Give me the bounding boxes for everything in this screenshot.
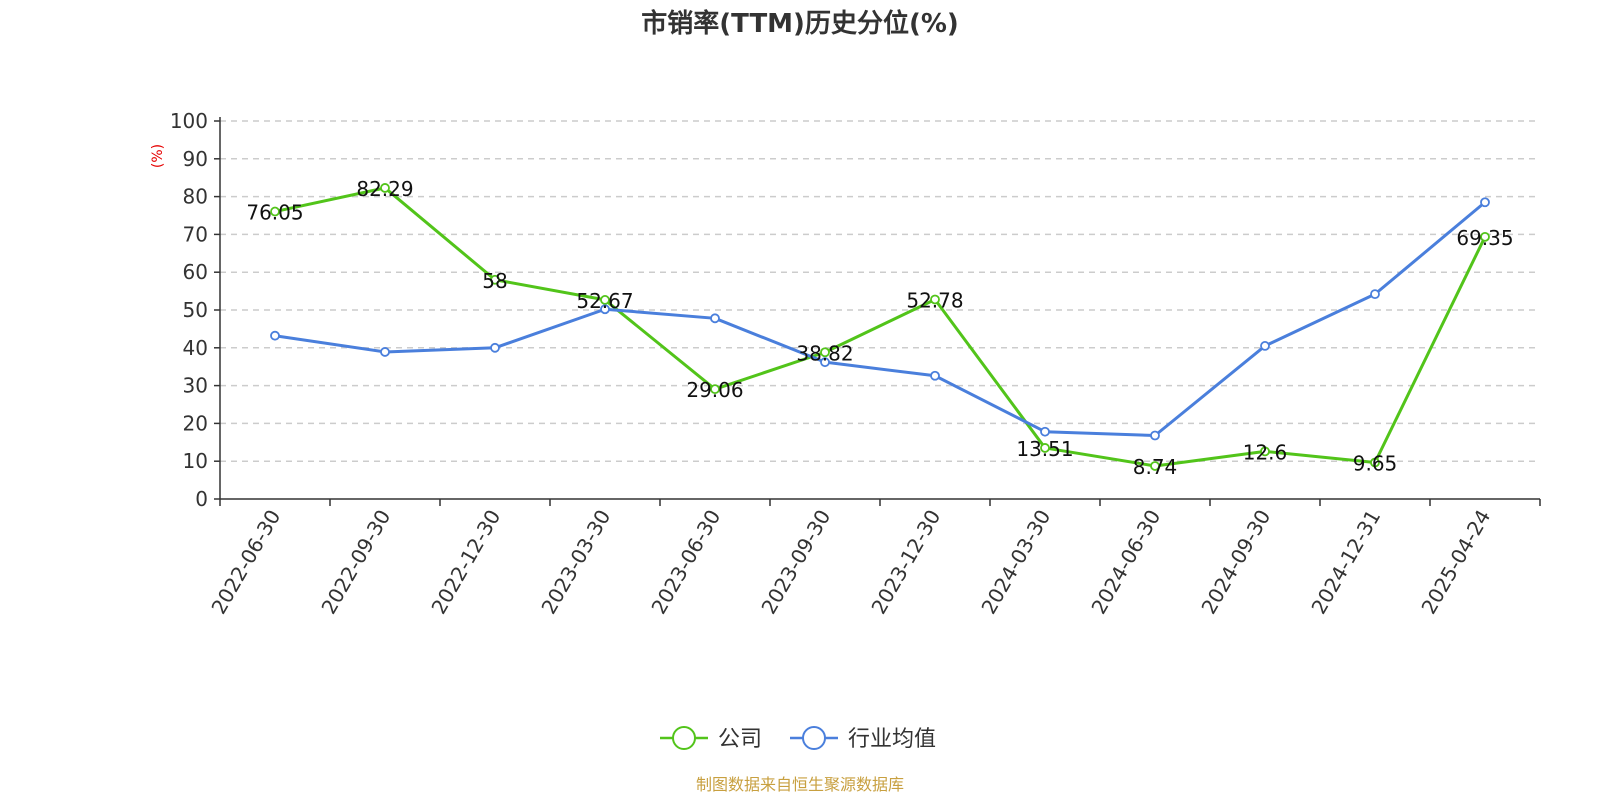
- axes: [219, 117, 1540, 500]
- series-line-1: [274, 201, 1486, 437]
- data-label: 8.74: [1133, 455, 1178, 479]
- data-point: [710, 313, 720, 324]
- y-tick-label: 50: [183, 298, 208, 322]
- data-point: [1260, 446, 1270, 457]
- x-tick-label: 2024-09-30: [1196, 506, 1275, 619]
- data-label: 9.65: [1353, 452, 1398, 476]
- data-point: [600, 295, 610, 305]
- legend-label: 行业均值: [848, 727, 936, 752]
- x-tick-label: 2022-09-30: [316, 506, 395, 619]
- legend-label: 公司: [718, 727, 762, 752]
- data-point: [1480, 231, 1490, 242]
- x-tick-label: 2024-03-30: [976, 506, 1055, 619]
- y-tick-label: 20: [183, 411, 208, 435]
- data-label: 12.6: [1243, 440, 1288, 464]
- chart-title: 市销率(TTM)历史分位(%): [641, 8, 959, 39]
- data-point: [270, 206, 280, 217]
- data-label: 52.78: [906, 288, 963, 312]
- data-label: 13.51: [1016, 437, 1073, 461]
- data-point: [820, 357, 830, 368]
- data-point: [930, 294, 940, 305]
- data-point: [380, 347, 390, 357]
- y-tick-label: 30: [183, 374, 208, 398]
- x-tick-label: 2025-04-24: [1416, 506, 1495, 619]
- data-point: [600, 304, 610, 315]
- y-tick-label: 40: [183, 336, 208, 360]
- data-point: [1260, 341, 1270, 351]
- data-labels: 76.05 82.29 58 52.67 29.06 38.82 52.78 13.51 8.7…: [246, 177, 1513, 479]
- data-point: [1480, 197, 1490, 208]
- x-tick-label: 2023-09-30: [756, 506, 835, 619]
- x-tick-label: 2023-06-30: [646, 506, 725, 619]
- legend[interactable]: 公司 行业均值: [660, 726, 936, 752]
- data-label: 58: [482, 269, 507, 293]
- y-tick-label: 10: [183, 449, 208, 473]
- legend-marker: [672, 726, 696, 750]
- x-tick-label: 2022-06-30: [206, 506, 285, 619]
- x-tick-label: 2023-03-30: [536, 506, 615, 619]
- data-label: 29.06: [686, 378, 743, 402]
- data-point: [1040, 426, 1050, 437]
- data-point: [490, 274, 500, 285]
- x-tick-label: 2023-12-30: [866, 506, 945, 619]
- data-point: [820, 347, 830, 358]
- y-tick-label: 90: [183, 147, 208, 171]
- legend-marker: [802, 726, 826, 750]
- data-point: [1150, 430, 1160, 441]
- data-point: [930, 370, 940, 381]
- data-label: 69.35: [1456, 226, 1513, 250]
- data-point: [1370, 457, 1380, 468]
- source-note: 制图数据来自恒生聚源数据库: [696, 775, 904, 794]
- x-tick-label: 2024-12-31: [1306, 506, 1385, 619]
- data-label: 76.05: [246, 201, 303, 225]
- data-point: [490, 342, 500, 353]
- series-line-0: [274, 186, 1487, 468]
- legend-item-1[interactable]: 行业均值: [790, 726, 936, 752]
- x-tick-label: 2024-06-30: [1086, 506, 1165, 619]
- data-point: [1150, 461, 1160, 471]
- y-tick-label: 60: [183, 260, 208, 284]
- data-point: [380, 183, 390, 193]
- x-ticks: 2022-06-30 2022-09-30 2022-12-30 2023-03-30…: [206, 499, 1541, 619]
- y-tick-label: 80: [183, 185, 208, 209]
- data-point: [710, 384, 720, 395]
- x-tick-label: 2022-12-30: [426, 506, 505, 619]
- data-point: [270, 330, 280, 341]
- grid-lines: [220, 120, 1540, 462]
- data-point: [1370, 289, 1380, 300]
- data-label: 82.29: [356, 177, 413, 201]
- data-label: 52.67: [576, 289, 633, 313]
- y-tick-label: 70: [183, 222, 208, 246]
- data-point: [1040, 443, 1050, 453]
- y-ticks: 0 10 20 30 40 50 60 70 80 90 100: [170, 109, 220, 511]
- y-tick-label: 0: [195, 487, 208, 511]
- y-axis-label: (%): [150, 144, 166, 168]
- data-label: 38.82: [796, 341, 853, 365]
- legend-item-0[interactable]: 公司: [660, 726, 762, 752]
- y-tick-label: 100: [170, 109, 208, 133]
- series-layer: [270, 183, 1490, 471]
